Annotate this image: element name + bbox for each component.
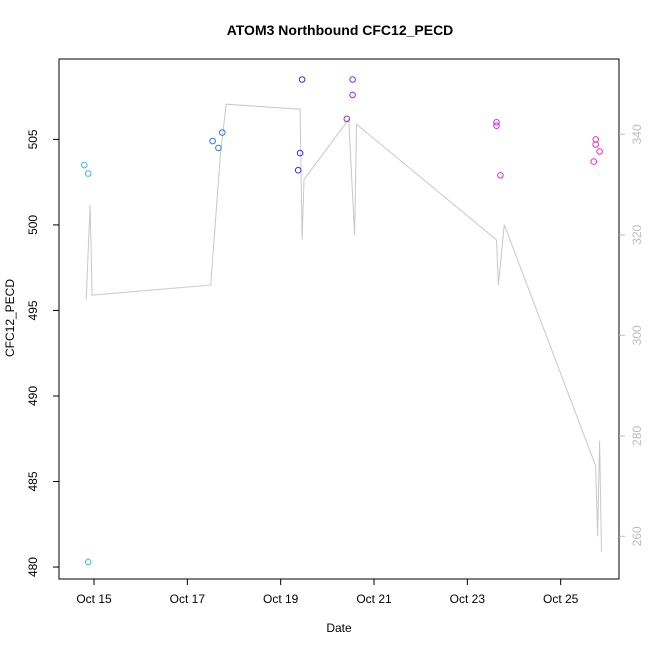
y-axis-right: 260 280 300 320 340 <box>619 124 644 546</box>
data-point <box>296 149 304 157</box>
y-tick-label: 500 <box>26 215 40 235</box>
x-axis: Oct 15 Oct 17 Oct 19 Oct 21 Oct 23 Oct 25 <box>76 579 579 606</box>
y-tick-label: 495 <box>26 300 40 320</box>
x-tick-label: Oct 25 <box>543 592 579 606</box>
data-point <box>590 158 598 165</box>
plot-frame <box>58 58 620 580</box>
data-point <box>294 166 302 174</box>
x-tick-label: Oct 15 <box>76 592 112 606</box>
x-tick-label: Oct 23 <box>450 592 486 606</box>
y2-tick-label: 300 <box>630 325 644 345</box>
data-point <box>349 91 356 99</box>
line-series-layer <box>85 103 602 552</box>
y2-tick-label: 280 <box>630 425 644 445</box>
data-point <box>596 148 603 155</box>
y-tick-label: 505 <box>26 129 40 149</box>
data-point <box>298 76 306 83</box>
data-point <box>215 144 222 152</box>
y2-tick-label: 260 <box>630 526 644 546</box>
points-layer <box>81 76 603 566</box>
y-axis-left: 480 485 490 495 500 505 <box>26 129 59 577</box>
x-axis-label: Date <box>326 621 352 635</box>
data-point <box>219 129 226 136</box>
data-point <box>209 137 216 145</box>
data-point <box>349 76 356 83</box>
y-tick-label: 485 <box>26 471 40 491</box>
y-tick-label: 480 <box>26 557 40 577</box>
y2-tick-label: 320 <box>630 225 644 245</box>
data-point <box>343 115 351 123</box>
data-point <box>493 122 500 129</box>
data-point <box>84 558 92 566</box>
y-tick-label: 490 <box>26 386 40 406</box>
y2-tick-label: 340 <box>630 124 644 144</box>
line-series <box>85 103 602 552</box>
y-axis-label: CFC12_PECD <box>3 279 17 357</box>
data-point <box>592 136 600 143</box>
data-point <box>497 172 504 179</box>
x-tick-label: Oct 21 <box>356 592 392 606</box>
chart-title: ATOM3 Northbound CFC12_PECD <box>227 22 454 38</box>
x-tick-label: Oct 19 <box>263 592 299 606</box>
data-point <box>81 161 88 169</box>
data-point <box>493 119 500 126</box>
data-point <box>84 170 92 177</box>
x-tick-label: Oct 17 <box>170 592 206 606</box>
